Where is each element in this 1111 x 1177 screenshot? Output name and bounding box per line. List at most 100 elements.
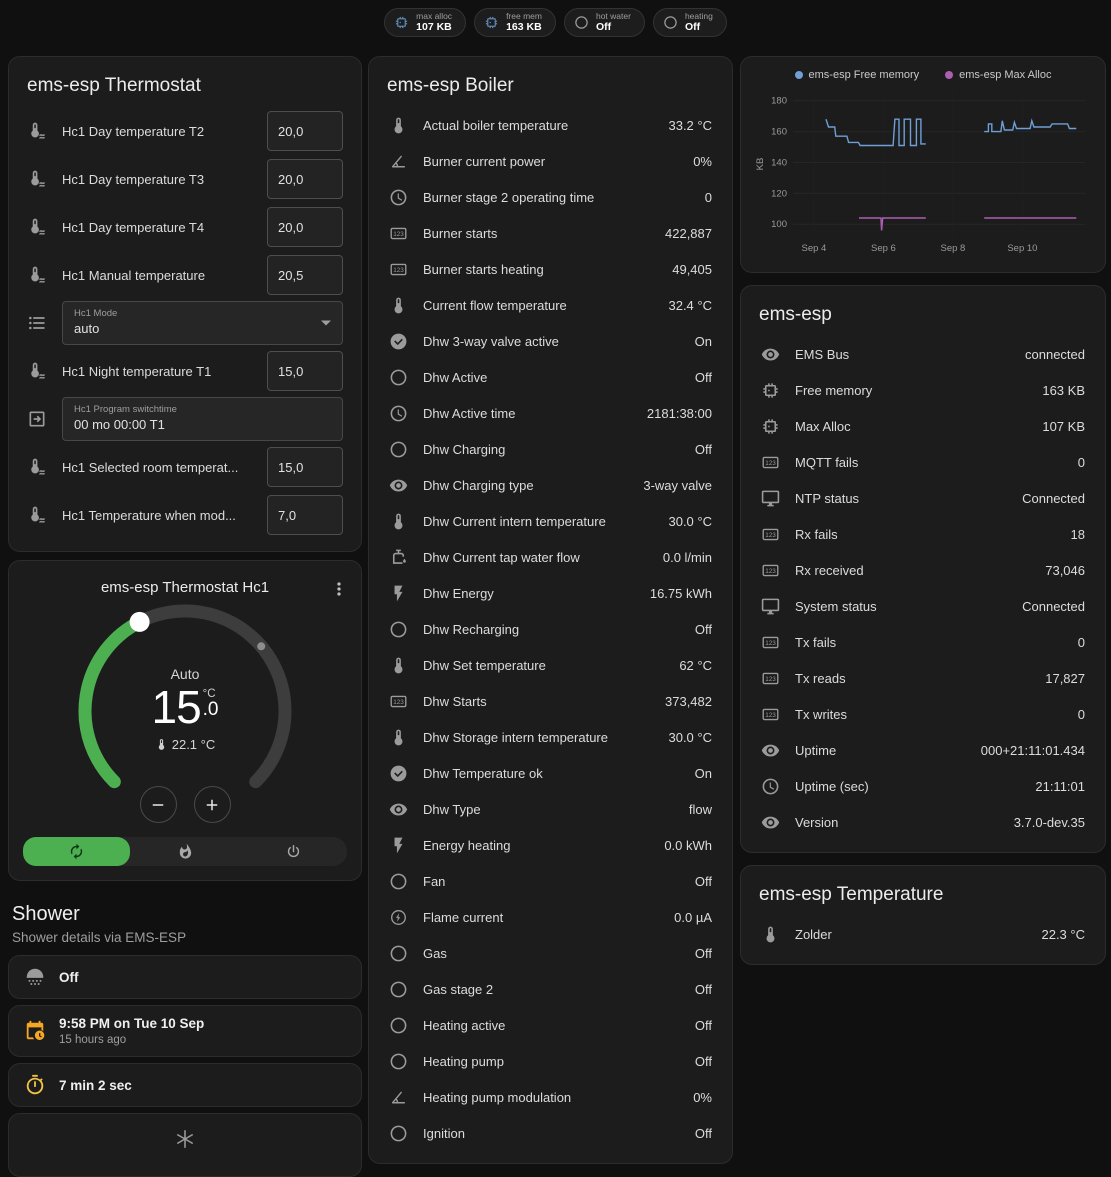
- status-chip[interactable]: max alloc 107 KB: [384, 8, 467, 37]
- counter-icon: 123: [389, 692, 408, 711]
- minus-icon: [149, 796, 167, 814]
- entity-row[interactable]: Energy heating 0.0 kWh: [383, 827, 718, 863]
- entity-row[interactable]: Dhw Charging Off: [383, 431, 718, 467]
- power-icon: [285, 843, 302, 860]
- thermometer-water-icon: [27, 169, 47, 189]
- check-circle-icon: [389, 332, 408, 351]
- shower-card[interactable]: Off: [8, 955, 362, 999]
- entity-row[interactable]: Uptime 000+21:11:01.434: [755, 732, 1091, 768]
- entity-row[interactable]: Burner stage 2 operating time 0: [383, 179, 718, 215]
- entity-row[interactable]: Gas stage 2 Off: [383, 971, 718, 1007]
- thermostat-dial[interactable]: Auto 15 °C .0 22.1 °C: [35, 596, 335, 831]
- entity-value: 30.0 °C: [668, 513, 712, 529]
- status-chip[interactable]: heating Off: [652, 8, 727, 37]
- entity-row[interactable]: Heating active Off: [383, 1007, 718, 1043]
- entity-row[interactable]: Heating pump Off: [383, 1043, 718, 1079]
- entity-row[interactable]: 123 MQTT fails 0: [755, 444, 1091, 480]
- entity-row[interactable]: Dhw Storage intern temperature 30.0 °C: [383, 719, 718, 755]
- current-temperature: 22.1 °C: [155, 737, 215, 752]
- entity-row[interactable]: 123 Tx writes 0: [755, 696, 1091, 732]
- entity-row[interactable]: 123 Burner starts heating 49,405: [383, 251, 718, 287]
- entity-row[interactable]: 123 Tx reads 17,827: [755, 660, 1091, 696]
- entity-row[interactable]: Dhw Active time 2181:38:00: [383, 395, 718, 431]
- autorenew-icon: [68, 843, 85, 860]
- svg-text:123: 123: [393, 267, 404, 274]
- check-circle-icon: [389, 764, 408, 783]
- entity-row[interactable]: Dhw Type flow: [383, 791, 718, 827]
- entity-label: Actual boiler temperature: [423, 117, 569, 133]
- status-chip[interactable]: hot water Off: [563, 8, 645, 37]
- entity-row[interactable]: Version 3.7.0-dev.35: [755, 804, 1091, 840]
- entity-row[interactable]: Dhw Temperature ok On: [383, 755, 718, 791]
- number-input[interactable]: [267, 159, 343, 199]
- entity-row[interactable]: EMS Bus connected: [755, 336, 1091, 372]
- entity-row[interactable]: Flame current 0.0 µA: [383, 899, 718, 935]
- entity-row[interactable]: Fan Off: [383, 863, 718, 899]
- status-chip[interactable]: free mem 163 KB: [474, 8, 556, 37]
- hvac-mode-heat-button[interactable]: [132, 837, 239, 866]
- entity-row[interactable]: Heating pump modulation 0%: [383, 1079, 718, 1115]
- entity-row[interactable]: Dhw Recharging Off: [383, 611, 718, 647]
- thermometer-icon: [389, 512, 408, 531]
- entity-row[interactable]: Zolder 22.3 °C: [755, 916, 1091, 952]
- number-input[interactable]: [267, 447, 343, 487]
- number-input[interactable]: [267, 351, 343, 391]
- entity-value: 422,887: [665, 225, 712, 241]
- entity-row[interactable]: Dhw Current intern temperature 30.0 °C: [383, 503, 718, 539]
- entity-row[interactable]: 123 Tx fails 0: [755, 624, 1091, 660]
- entity-row[interactable]: 123 Rx fails 18: [755, 516, 1091, 552]
- shower-card[interactable]: 9:58 PM on Tue 10 Sep 15 hours ago: [8, 1005, 362, 1057]
- entity-row[interactable]: 123 Burner starts 422,887: [383, 215, 718, 251]
- entity-row[interactable]: Actual boiler temperature 33.2 °C: [383, 107, 718, 143]
- entity-label: Dhw Current intern temperature: [423, 513, 606, 529]
- entity-label: Dhw Starts: [423, 693, 487, 709]
- entity-row[interactable]: Dhw Energy 16.75 kWh: [383, 575, 718, 611]
- hvac-mode-auto-button[interactable]: [23, 837, 130, 866]
- entity-row[interactable]: Dhw Current tap water flow 0.0 l/min: [383, 539, 718, 575]
- entity-label: Free memory: [795, 382, 873, 398]
- entity-row[interactable]: System status Connected: [755, 588, 1091, 624]
- increase-temperature-button[interactable]: [193, 786, 231, 823]
- entity-row[interactable]: Uptime (sec) 21:11:01: [755, 768, 1091, 804]
- entity-label: Dhw Recharging: [423, 621, 520, 637]
- decrease-temperature-button[interactable]: [139, 786, 177, 823]
- more-options-button[interactable]: [325, 575, 353, 603]
- number-input[interactable]: [267, 111, 343, 151]
- middle-column: ems-esp Boiler Actual boiler temperature…: [368, 56, 733, 1164]
- water-pump-icon: [389, 548, 408, 567]
- svg-text:123: 123: [765, 568, 776, 575]
- entity-row[interactable]: Current flow temperature 32.4 °C: [383, 287, 718, 323]
- entity-row[interactable]: Dhw Set temperature 62 °C: [383, 647, 718, 683]
- entity-row[interactable]: Ignition Off: [383, 1115, 718, 1151]
- legend-item[interactable]: ems-esp Free memory: [794, 69, 919, 81]
- dial-handle[interactable]: [129, 611, 150, 632]
- entity-row[interactable]: Burner current power 0%: [383, 143, 718, 179]
- svg-text:123: 123: [393, 231, 404, 238]
- mode-select[interactable]: Hc1 Mode auto: [62, 301, 343, 345]
- entity-row[interactable]: 123 Rx received 73,046: [755, 552, 1091, 588]
- entity-row[interactable]: Dhw Charging type 3-way valve: [383, 467, 718, 503]
- entity-row[interactable]: Gas Off: [383, 935, 718, 971]
- entity-row[interactable]: Dhw 3-way valve active On: [383, 323, 718, 359]
- thermostat-settings-card: ems-esp Thermostat Hc1 Day temperature T…: [8, 56, 362, 552]
- circle-icon: [663, 15, 678, 30]
- hvac-mode-off-button[interactable]: [240, 837, 347, 866]
- entity-row[interactable]: 123 Dhw Starts 373,482: [383, 683, 718, 719]
- current-icon: [389, 908, 408, 927]
- entity-row[interactable]: Free memory 163 KB: [755, 372, 1091, 408]
- entity-row[interactable]: Dhw Active Off: [383, 359, 718, 395]
- chip-value: 163 KB: [506, 21, 542, 34]
- entity-value: 30.0 °C: [668, 729, 712, 745]
- entity-label: Dhw 3-way valve active: [423, 333, 559, 349]
- number-input[interactable]: [267, 207, 343, 247]
- entity-row[interactable]: NTP status Connected: [755, 480, 1091, 516]
- number-input[interactable]: [267, 495, 343, 535]
- number-input[interactable]: [267, 255, 343, 295]
- shower-card[interactable]: 7 min 2 sec: [8, 1063, 362, 1107]
- shower-card-text: Off: [59, 970, 79, 985]
- legend-item[interactable]: ems-esp Max Alloc: [945, 69, 1051, 81]
- switchtime-input[interactable]: Hc1 Program switchtime 00 mo 00:00 T1: [62, 397, 343, 441]
- entity-row[interactable]: Max Alloc 107 KB: [755, 408, 1091, 444]
- chip-label: free mem: [506, 10, 542, 21]
- shower-card-partial[interactable]: [8, 1113, 362, 1177]
